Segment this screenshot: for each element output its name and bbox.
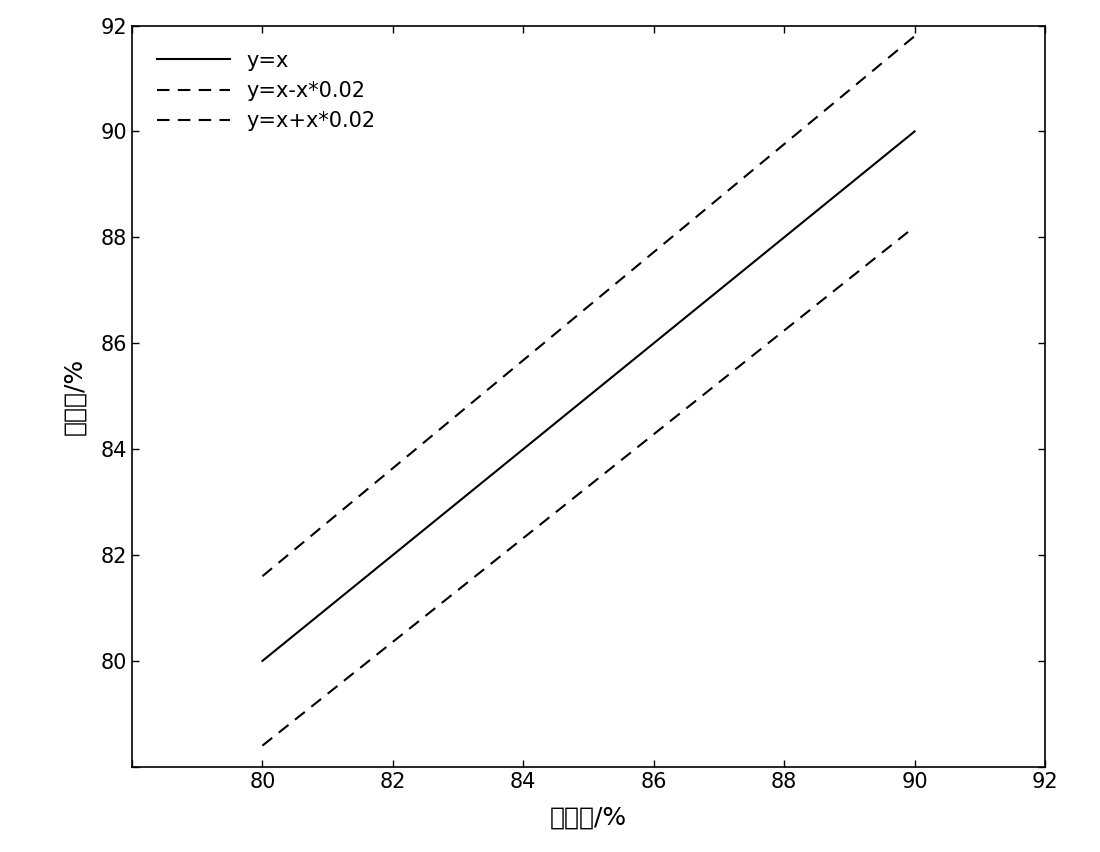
Line: y=x+x*0.02: y=x+x*0.02 <box>263 36 914 576</box>
Line: y=x: y=x <box>263 131 914 661</box>
y=x+x*0.02 <box>256 571 270 581</box>
y=x+x*0.02 <box>908 31 921 41</box>
y=x-x*0.02 <box>908 222 921 232</box>
Legend: y=x, y=x-x*0.02, y=x+x*0.02: y=x, y=x-x*0.02, y=x+x*0.02 <box>148 43 384 140</box>
y=x <box>908 126 921 136</box>
Line: y=x-x*0.02: y=x-x*0.02 <box>263 227 914 746</box>
X-axis label: 预测值/%: 预测值/% <box>550 805 627 830</box>
Y-axis label: 实测值/%: 实测值/% <box>63 358 87 435</box>
y=x-x*0.02 <box>256 740 270 751</box>
y=x <box>256 656 270 666</box>
